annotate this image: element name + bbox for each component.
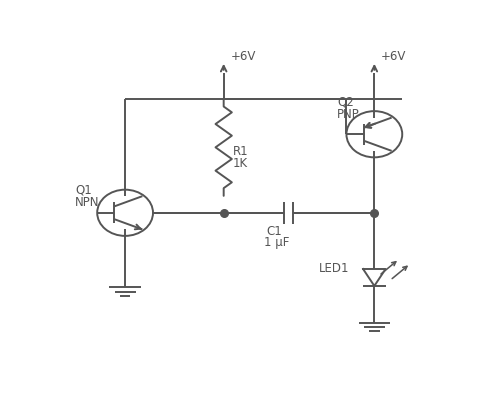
Text: +6V: +6V <box>381 50 407 63</box>
Text: C1: C1 <box>266 225 282 238</box>
Text: Q1: Q1 <box>75 183 92 196</box>
Text: Q2: Q2 <box>337 96 354 108</box>
Text: LED1: LED1 <box>319 262 349 275</box>
Text: NPN: NPN <box>75 196 99 208</box>
Text: 1K: 1K <box>233 157 248 170</box>
Text: +6V: +6V <box>230 50 256 63</box>
Text: 1 μF: 1 μF <box>264 236 289 250</box>
Text: R1: R1 <box>233 145 249 158</box>
Text: PNP: PNP <box>337 108 360 121</box>
